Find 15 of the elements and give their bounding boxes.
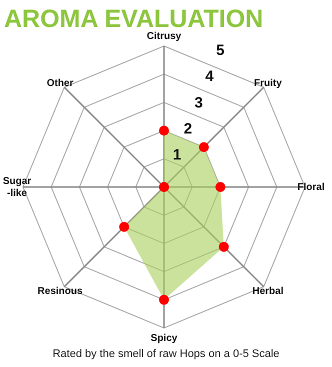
spoke-label: Floral [297,182,325,193]
y-tick-label: 2 [184,120,192,138]
spoke-label: Sugar-like [2,176,32,199]
spoke-label: Citrusy [146,30,182,42]
text: Rated by the smell of raw Hops on a 0-5 Scale [52,348,280,360]
y-tick-label: 5 [216,42,224,60]
y-tick-label: 1 [172,146,182,164]
spoke-label: Fruity [254,78,282,89]
spoke-label: Resinous [38,286,83,297]
chart-title: AROMA EVALUATION [4,5,264,33]
spoke-label: Other [46,78,74,89]
y-tick-label: 4 [205,68,214,86]
y-tick-label: 3 [194,94,203,112]
spoke-label: Herbal [252,286,284,297]
spoke-label: Spicy [150,332,178,344]
